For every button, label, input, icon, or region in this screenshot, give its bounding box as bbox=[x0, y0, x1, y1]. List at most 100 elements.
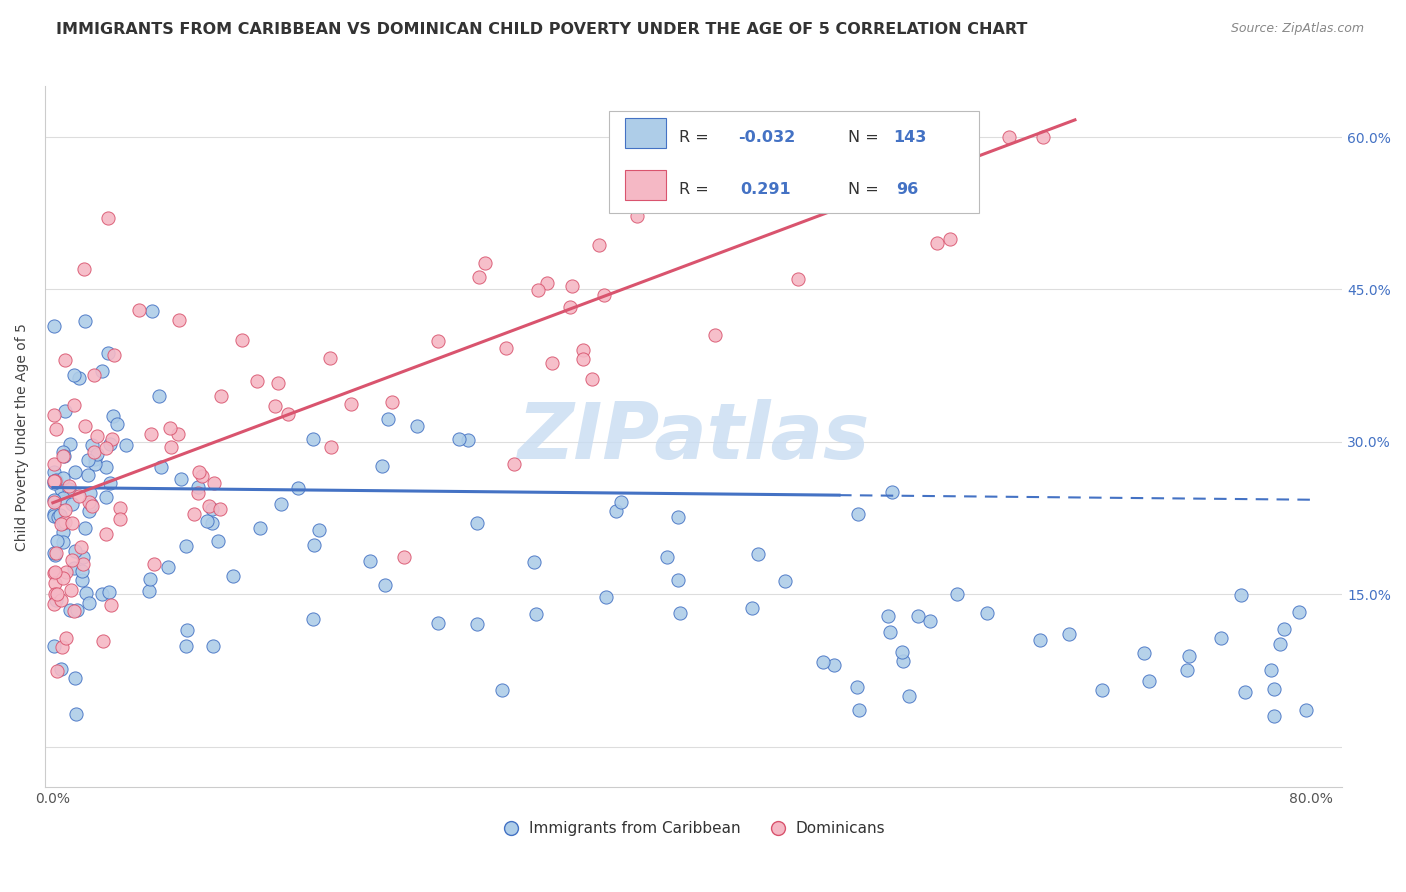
Point bbox=[339, 397, 361, 411]
Point bbox=[406, 418, 429, 433]
Point bbox=[174, 539, 197, 553]
Text: 96: 96 bbox=[896, 182, 918, 196]
Point bbox=[45, 593, 67, 607]
Point bbox=[138, 583, 160, 598]
Point bbox=[52, 571, 75, 585]
Point bbox=[465, 617, 488, 632]
Point bbox=[302, 538, 325, 552]
Point bbox=[846, 680, 869, 694]
Text: 143: 143 bbox=[893, 129, 927, 145]
Point bbox=[370, 458, 392, 473]
Point bbox=[231, 333, 253, 347]
Point bbox=[90, 587, 112, 601]
Point bbox=[159, 421, 181, 435]
Point bbox=[80, 497, 103, 511]
Point bbox=[44, 492, 66, 507]
Text: ZIPatlas: ZIPatlas bbox=[517, 399, 870, 475]
Point bbox=[201, 639, 224, 653]
Point bbox=[98, 437, 121, 451]
Point bbox=[170, 472, 193, 486]
Point bbox=[105, 417, 128, 431]
Point bbox=[593, 288, 616, 302]
Point bbox=[69, 370, 91, 384]
Point bbox=[75, 419, 97, 434]
Point bbox=[187, 486, 209, 500]
Point bbox=[44, 495, 66, 509]
Point bbox=[209, 502, 232, 516]
Point bbox=[201, 516, 224, 530]
Text: Source: ZipAtlas.com: Source: ZipAtlas.com bbox=[1230, 22, 1364, 36]
Point bbox=[222, 569, 245, 583]
Point bbox=[1272, 622, 1295, 636]
Point bbox=[44, 475, 66, 489]
Point bbox=[394, 549, 416, 564]
Point bbox=[474, 255, 496, 269]
Point bbox=[49, 508, 72, 522]
Point bbox=[51, 491, 73, 506]
Point bbox=[139, 572, 162, 586]
Point bbox=[45, 664, 67, 678]
Point bbox=[308, 524, 330, 538]
Point bbox=[63, 671, 86, 685]
Point bbox=[66, 602, 89, 616]
Point bbox=[46, 510, 69, 524]
Point bbox=[53, 515, 76, 529]
Point bbox=[72, 549, 94, 564]
Point bbox=[1233, 685, 1256, 699]
Point bbox=[139, 427, 162, 442]
Point bbox=[76, 467, 98, 482]
Point bbox=[377, 412, 399, 426]
Point bbox=[302, 612, 325, 626]
Point bbox=[83, 457, 105, 471]
Point bbox=[561, 279, 583, 293]
Point bbox=[626, 209, 648, 223]
Point bbox=[51, 593, 73, 607]
Point bbox=[45, 587, 67, 601]
Point bbox=[1057, 627, 1080, 641]
Text: IMMIGRANTS FROM CARIBBEAN VS DOMINICAN CHILD POVERTY UNDER THE AGE OF 5 CORRELAT: IMMIGRANTS FROM CARIBBEAN VS DOMINICAN C… bbox=[56, 22, 1028, 37]
Point bbox=[610, 495, 633, 509]
Point bbox=[302, 432, 325, 446]
Point bbox=[540, 356, 562, 370]
Point bbox=[848, 703, 870, 717]
Point bbox=[83, 445, 105, 459]
Point bbox=[45, 546, 67, 560]
Point bbox=[572, 343, 595, 358]
Text: -0.032: -0.032 bbox=[738, 129, 794, 145]
Point bbox=[101, 409, 124, 424]
Point bbox=[63, 604, 86, 618]
Point bbox=[51, 450, 73, 464]
Point bbox=[60, 552, 83, 566]
Point bbox=[94, 460, 117, 475]
Point bbox=[572, 351, 595, 366]
Point bbox=[1137, 674, 1160, 689]
Point bbox=[148, 389, 170, 403]
Point bbox=[527, 283, 550, 297]
Point bbox=[939, 232, 962, 246]
Point bbox=[263, 399, 285, 413]
Point bbox=[467, 516, 489, 530]
Point bbox=[55, 565, 77, 579]
Point bbox=[52, 445, 75, 459]
Text: R =: R = bbox=[679, 182, 720, 196]
Point bbox=[359, 554, 381, 568]
Point bbox=[51, 640, 73, 654]
Point bbox=[558, 300, 581, 314]
Point bbox=[96, 527, 118, 541]
Point bbox=[891, 654, 914, 668]
Point bbox=[188, 465, 211, 479]
Point bbox=[427, 334, 450, 348]
Point bbox=[374, 578, 396, 592]
Point bbox=[72, 557, 94, 571]
Point bbox=[523, 555, 546, 569]
Point bbox=[319, 351, 342, 366]
Point bbox=[69, 540, 91, 554]
Point bbox=[176, 624, 198, 638]
Point bbox=[44, 474, 66, 488]
Point bbox=[44, 575, 66, 590]
Point bbox=[53, 404, 76, 418]
Point bbox=[536, 277, 558, 291]
Point bbox=[741, 601, 763, 615]
Point bbox=[195, 514, 218, 528]
Point bbox=[669, 606, 692, 620]
